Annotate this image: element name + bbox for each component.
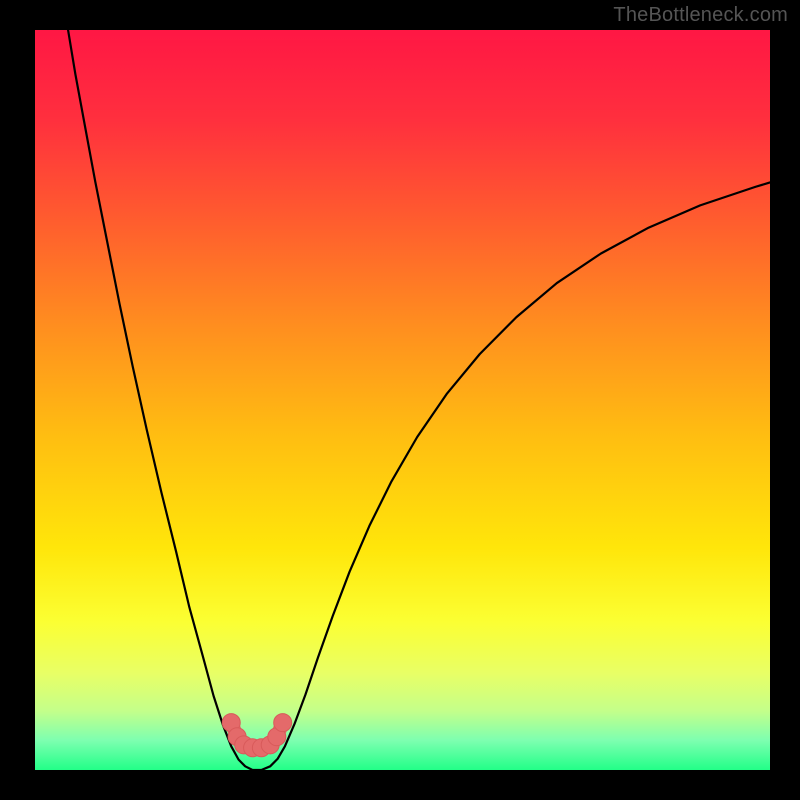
watermark-label: TheBottleneck.com (613, 4, 788, 27)
chart-svg (0, 0, 800, 800)
bottleneck-chart: TheBottleneck.com (0, 0, 800, 800)
